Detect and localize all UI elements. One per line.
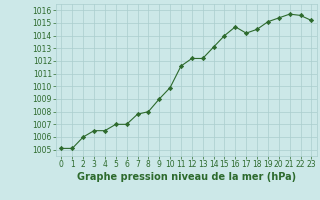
X-axis label: Graphe pression niveau de la mer (hPa): Graphe pression niveau de la mer (hPa): [77, 172, 296, 182]
